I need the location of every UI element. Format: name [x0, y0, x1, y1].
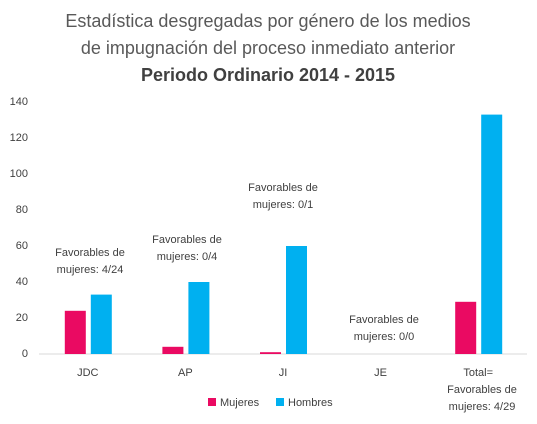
annotation: mujeres: 4/29	[449, 401, 516, 413]
chart-title: Estadística desgregadas por género de lo…	[65, 11, 470, 31]
annotation: Favorables de	[349, 314, 419, 326]
legend-label: Mujeres	[220, 397, 260, 409]
bar	[90, 294, 112, 354]
x-tick-label: JI	[279, 367, 288, 379]
annotation: mujeres: 4/24	[57, 264, 124, 276]
x-tick-label: JDC	[77, 367, 98, 379]
annotation: mujeres: 0/0	[354, 331, 415, 343]
y-tick-label: 80	[16, 204, 28, 216]
annotation: mujeres: 0/1	[253, 199, 314, 211]
annotation-box	[52, 244, 128, 280]
y-tick-label: 60	[16, 240, 28, 252]
annotation-box	[149, 231, 225, 267]
y-tick-label: 140	[10, 96, 28, 108]
annotation: Favorables de	[447, 384, 517, 396]
y-tick-label: 120	[10, 132, 28, 144]
y-tick-label: 20	[16, 312, 28, 324]
bar	[260, 352, 281, 354]
bar	[64, 310, 86, 354]
y-tick-label: 40	[16, 276, 28, 288]
chart-subtitle: Periodo Ordinario 2014 - 2015	[141, 65, 395, 85]
legend-label: Hombres	[288, 397, 333, 409]
bar	[162, 346, 184, 354]
chart-title: de impugnación del proceso inmediato ant…	[81, 38, 455, 58]
bar	[286, 246, 307, 354]
bar	[481, 114, 503, 354]
annotation-box	[245, 179, 321, 215]
x-tick-label: JE	[374, 367, 387, 379]
annotation-box	[346, 311, 422, 347]
y-tick-label: 0	[22, 348, 28, 360]
annotation: Favorables de	[152, 234, 222, 246]
x-tick-label: AP	[178, 367, 193, 379]
legend-swatch	[208, 398, 216, 406]
annotation: Favorables de	[55, 247, 125, 259]
x-tick-label: Total=	[463, 367, 493, 379]
annotation-box	[444, 381, 520, 417]
bar	[188, 282, 210, 354]
annotation: mujeres: 0/4	[157, 251, 218, 263]
y-tick-label: 100	[10, 168, 28, 180]
bar	[455, 301, 477, 354]
legend-swatch	[276, 398, 284, 406]
annotation: Favorables de	[248, 182, 318, 194]
